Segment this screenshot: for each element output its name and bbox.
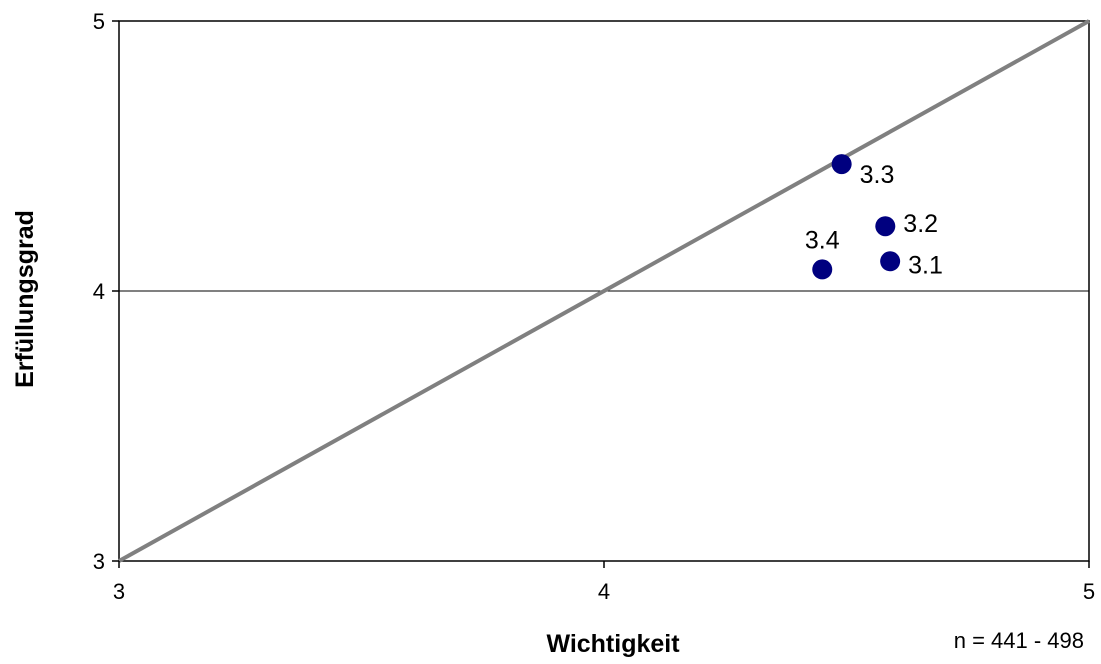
data-point-label: 3.3 — [860, 161, 895, 189]
y-tick-label: 5 — [93, 9, 105, 34]
x-tick-label: 5 — [1083, 579, 1095, 604]
data-point — [880, 251, 901, 272]
sample-size-note: n = 441 - 498 — [954, 628, 1084, 653]
x-tick-label: 4 — [598, 579, 610, 604]
x-axis-title: Wichtigkeit — [546, 630, 680, 658]
data-point-label: 3.2 — [903, 210, 938, 238]
data-point-label: 3.1 — [908, 251, 943, 279]
y-axis-ticks: 3 4 5 — [93, 9, 119, 574]
data-points: 3.1 3.2 3.3 3.4 — [805, 154, 943, 280]
reference-diagonal-line — [118, 19, 1090, 563]
y-tick-label: 3 — [93, 549, 105, 574]
y-tick-label: 4 — [93, 279, 105, 304]
x-tick-label: 3 — [113, 579, 125, 604]
data-point — [875, 216, 896, 237]
data-point — [831, 154, 852, 175]
x-axis-ticks: 3 4 5 — [113, 561, 1095, 604]
data-point — [812, 259, 833, 280]
y-axis-title: Erfüllungsgrad — [11, 210, 39, 388]
data-point-label: 3.4 — [805, 226, 840, 254]
